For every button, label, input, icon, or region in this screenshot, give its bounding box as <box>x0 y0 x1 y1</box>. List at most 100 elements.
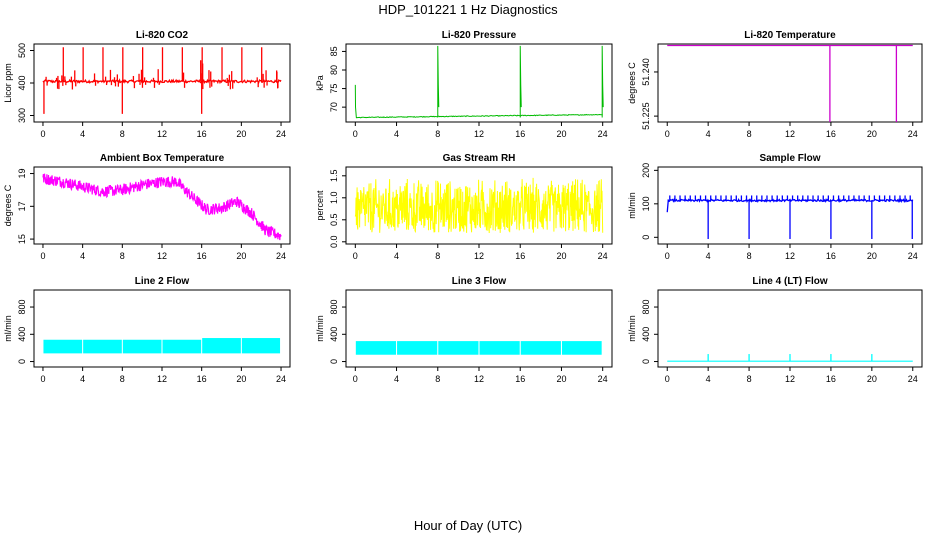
x-tick-label: 20 <box>867 129 877 139</box>
y-tick-label: 0 <box>641 359 651 364</box>
y-tick-label: 51.225 <box>641 102 651 130</box>
x-tick-label: 0 <box>353 374 358 384</box>
y-axis-label: kPa <box>315 75 325 91</box>
panel-7: Line 2 Flow ml/min 0 4 8 12 16 20 24 0 400 800 <box>3 276 291 384</box>
x-tick-label: 0 <box>40 129 45 139</box>
panel-title: Line 3 Flow <box>452 276 507 287</box>
x-tick-label: 0 <box>353 129 358 139</box>
x-tick-label: 16 <box>515 374 525 384</box>
panel-4: Ambient Box Temperature degrees C 0 4 8 12 16 2… <box>3 153 291 261</box>
x-tick-label: 8 <box>120 129 125 139</box>
x-tick-label: 16 <box>197 251 207 261</box>
x-tick-label: 0 <box>665 374 670 384</box>
y-tick-label: 0 <box>329 359 339 364</box>
x-tick-label: 24 <box>908 129 918 139</box>
x-tick-label: 16 <box>197 374 207 384</box>
series-spike <box>437 45 440 118</box>
x-tick-label: 20 <box>556 251 566 261</box>
series-band <box>202 338 241 354</box>
x-tick-label: 24 <box>908 251 918 261</box>
y-tick-label: 800 <box>17 300 27 315</box>
figure-title: HDP_101221 1 Hz Diagnostics <box>378 2 558 17</box>
x-tick-label: 16 <box>826 251 836 261</box>
x-tick-label: 0 <box>665 251 670 261</box>
series-band <box>43 339 83 354</box>
y-tick-label: 0 <box>641 235 651 240</box>
series-band <box>355 341 397 355</box>
y-tick-label: 400 <box>641 327 651 342</box>
x-tick-label: 0 <box>353 251 358 261</box>
y-tick-label: 0 <box>17 359 27 364</box>
y-tick-label: 17 <box>17 201 27 211</box>
series-band <box>520 341 561 355</box>
y-tick-label: 75 <box>329 84 339 94</box>
x-tick-label: 24 <box>598 129 608 139</box>
x-tick-label: 12 <box>785 129 795 139</box>
y-axis-label: ml/min <box>627 315 637 342</box>
x-tick-label: 16 <box>826 129 836 139</box>
y-tick-label: 0.0 <box>329 236 339 249</box>
x-tick-label: 12 <box>157 374 167 384</box>
y-tick-label: 19 <box>17 169 27 179</box>
x-tick-label: 0 <box>665 129 670 139</box>
series-line <box>354 84 603 119</box>
y-axis-label: ml/min <box>627 192 637 219</box>
y-tick-label: 51.240 <box>641 58 651 86</box>
y-tick-label: 400 <box>17 75 27 90</box>
x-tick-label: 4 <box>80 374 85 384</box>
series-line <box>42 78 282 85</box>
x-tick-label: 0 <box>40 374 45 384</box>
y-tick-label: 400 <box>329 327 339 342</box>
y-axis-label: Licor ppm <box>3 63 13 103</box>
x-tick-label: 8 <box>747 129 752 139</box>
y-tick-label: 0.5 <box>329 214 339 227</box>
panel-1: Li-820 CO2 Licor ppm 0 4 8 12 16 20 24 300 400 500 <box>3 30 291 139</box>
series-band <box>122 339 162 354</box>
x-tick-label: 20 <box>236 374 246 384</box>
x-tick-label: 20 <box>556 374 566 384</box>
plot-frame <box>657 43 923 123</box>
series-line <box>354 177 604 234</box>
panel-2: Li-820 Pressure kPa 0 4 8 12 16 20 24 70 75 80 85 <box>315 30 613 139</box>
y-tick-label: 1.0 <box>329 192 339 205</box>
x-tick-label: 4 <box>80 129 85 139</box>
x-tick-label: 8 <box>435 374 440 384</box>
series-spike <box>519 45 522 118</box>
series-spike <box>601 45 604 118</box>
x-tick-label: 12 <box>785 374 795 384</box>
x-tick-label: 4 <box>706 374 711 384</box>
y-axis-label: degrees C <box>627 62 637 104</box>
x-tick-label: 8 <box>747 251 752 261</box>
panel-6: Sample Flow ml/min 0 4 8 12 16 20 24 0 100 200 <box>627 153 923 261</box>
x-tick-label: 24 <box>276 129 286 139</box>
panel-9: Line 4 (LT) Flow ml/min 0 4 8 12 16 20 24 0 400 800 <box>627 276 923 384</box>
x-tick-label: 16 <box>515 129 525 139</box>
y-axis-label: degrees C <box>3 184 13 226</box>
x-tick-label: 16 <box>515 251 525 261</box>
x-tick-label: 24 <box>276 374 286 384</box>
y-axis-label: ml/min <box>3 315 13 342</box>
panel-title: Line 4 (LT) Flow <box>752 276 828 287</box>
x-tick-label: 12 <box>474 129 484 139</box>
x-tick-label: 24 <box>598 374 608 384</box>
panel-5: Gas Stream RH percent 0 4 8 12 16 20 24 0.0 0.5 1.0… <box>315 153 613 261</box>
y-tick-label: 300 <box>17 108 27 123</box>
figure-x-axis-label: Hour of Day (UTC) <box>413 518 523 533</box>
series-band <box>241 338 281 354</box>
plot-frame <box>345 43 613 123</box>
series-band <box>162 339 202 354</box>
x-tick-label: 24 <box>908 374 918 384</box>
series-band <box>397 341 438 355</box>
panel-title: Ambient Box Temperature <box>100 153 225 164</box>
panel-title: Li-820 Temperature <box>744 30 836 41</box>
x-tick-label: 16 <box>197 129 207 139</box>
plot-frame <box>33 289 291 368</box>
x-tick-label: 8 <box>435 251 440 261</box>
y-tick-label: 80 <box>329 65 339 75</box>
panel-title: Li-820 Pressure <box>442 30 517 41</box>
x-tick-label: 4 <box>394 129 399 139</box>
panel-title: Sample Flow <box>759 153 820 164</box>
x-tick-label: 8 <box>747 374 752 384</box>
y-tick-label: 400 <box>17 327 27 342</box>
